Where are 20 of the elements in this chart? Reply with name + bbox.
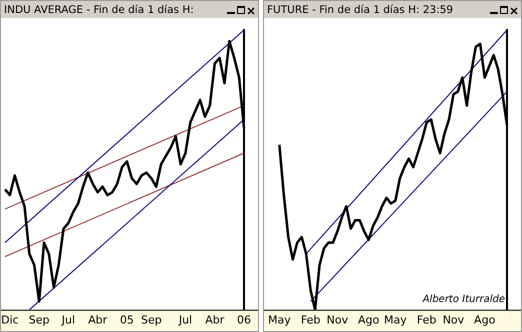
x-tick-label: Dic [1,313,19,326]
x-tick-label: 06 [237,313,251,326]
annotation: Alberto Iturralde [422,294,505,305]
x-tick-label: Feb [300,313,320,326]
chart-title: FUTURE - Fin de día 1 días H: 23:59 [267,4,454,16]
x-tick-label: Nov [442,313,465,326]
x-tick-label: Feb [416,313,436,326]
x-tick-label: Ago [358,313,380,326]
x-tick-label: Ago [474,313,496,326]
x-tick-label: Nov [326,313,349,326]
x-tick-label: Abr [205,313,225,326]
x-tick-label: May [384,313,408,326]
x-tick-label: Jul [178,313,192,326]
x-tick-label: Sep [28,313,50,326]
x-tick-label: Jul [60,313,76,326]
x-tick-label: Abr [88,313,108,326]
x-tick-label: May [268,313,292,326]
x-tick-label: Sep [140,313,162,326]
chart-title: INDU AVERAGE - Fin de día 1 días H: [4,4,194,16]
x-tick-label: 05 [120,313,134,326]
